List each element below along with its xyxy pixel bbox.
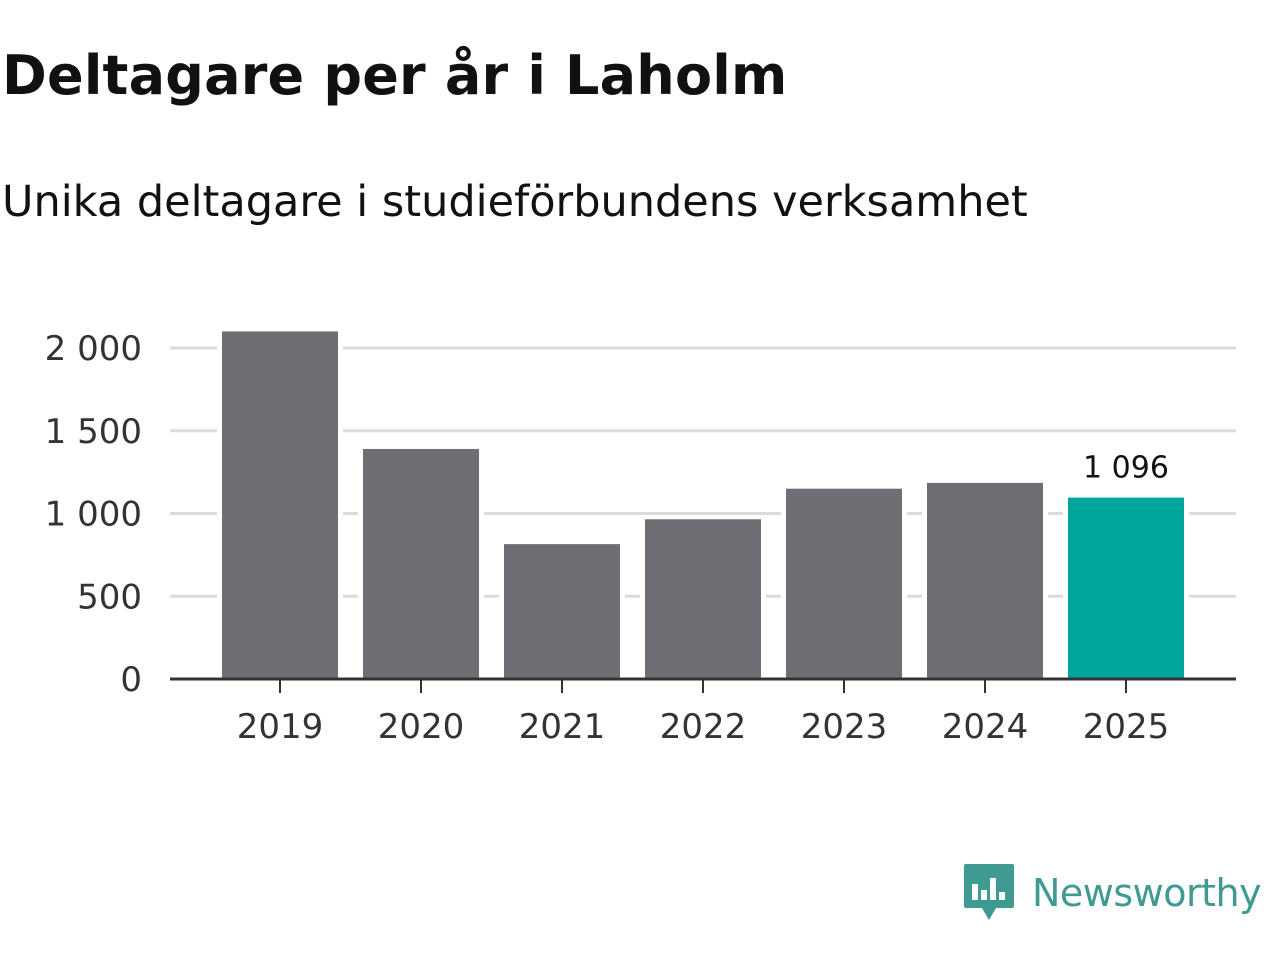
y-tick-label: 2 000: [45, 329, 142, 369]
x-tick-label: 2022: [660, 707, 747, 747]
brand-name: Newsworthy: [1032, 871, 1262, 915]
data-label-2025: 1 096: [1083, 451, 1169, 486]
y-tick-label: 0: [120, 660, 142, 700]
labels-layer: 0 500 1 000 1 500 2 000 2019 2020 2021 2022 2023 2…: [45, 329, 1170, 747]
y-tick-label: 1 000: [45, 495, 142, 535]
bar-2019: [222, 331, 338, 679]
bar-2022: [645, 519, 761, 679]
x-tick-label: 2025: [1083, 707, 1170, 747]
bar-2020: [363, 448, 479, 679]
axis-layer: [170, 677, 1236, 693]
bar-2023: [786, 488, 902, 679]
x-tick-label: 2020: [378, 707, 465, 747]
bar-2024: [927, 482, 1043, 679]
chart-title: Deltagare per år i Laholm: [2, 44, 788, 107]
brand: Newsworthy: [962, 862, 1262, 924]
y-tick-label: 500: [77, 577, 142, 617]
bars-layer: [217, 327, 1189, 679]
x-tick-label: 2023: [801, 707, 888, 747]
x-tick-label: 2019: [237, 707, 324, 747]
bar-2021: [504, 544, 620, 679]
y-tick-label: 1 500: [45, 412, 142, 452]
chart-subtitle: Unika deltagare i studieförbundens verks…: [2, 177, 1028, 227]
bar-2025: [1068, 497, 1184, 679]
newsworthy-logo-icon: [964, 864, 1014, 920]
x-tick-label: 2024: [942, 707, 1029, 747]
x-tick-label: 2021: [519, 707, 606, 747]
